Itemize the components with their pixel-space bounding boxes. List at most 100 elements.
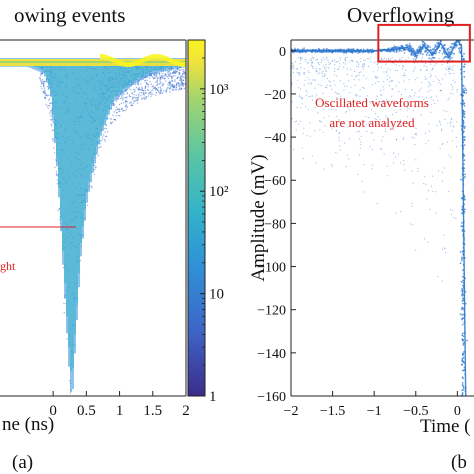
scatter-point bbox=[409, 223, 412, 225]
scatter-point bbox=[456, 91, 458, 93]
scatter-point bbox=[381, 148, 383, 150]
scatter-point bbox=[300, 67, 302, 69]
heatmap-dot bbox=[40, 80, 42, 82]
scatter-point bbox=[393, 152, 395, 154]
scatter-point bbox=[436, 95, 438, 97]
scatter-point bbox=[440, 89, 442, 91]
scatter-point bbox=[409, 95, 411, 97]
heatmap-cell bbox=[86, 61, 88, 193]
scatter-point bbox=[338, 92, 340, 94]
heatmap-dot bbox=[180, 87, 182, 89]
scatter-point bbox=[337, 60, 339, 63]
scatter-point bbox=[432, 175, 434, 177]
heatmap-cell bbox=[110, 61, 112, 63]
heatmap-dot bbox=[147, 89, 149, 91]
heatmap-dot bbox=[167, 77, 169, 80]
scatter-point bbox=[440, 124, 442, 126]
scatter-point bbox=[312, 67, 314, 69]
heatmap-dot bbox=[104, 127, 106, 130]
drop-point bbox=[463, 127, 466, 130]
heatmap-dot bbox=[178, 82, 180, 85]
scatter-point bbox=[360, 141, 362, 143]
scatter-point bbox=[425, 62, 427, 65]
scatter-point bbox=[343, 89, 345, 91]
heatmap-dot bbox=[102, 134, 105, 136]
drop-point bbox=[463, 76, 466, 78]
scatter-point bbox=[303, 72, 305, 74]
scatter-point bbox=[325, 66, 327, 68]
heatmap-dot bbox=[155, 81, 157, 83]
scatter-point bbox=[340, 95, 342, 97]
scatter-point bbox=[296, 120, 298, 122]
heatmap-cell bbox=[94, 61, 96, 156]
scatter-point bbox=[412, 182, 414, 184]
scatter-point bbox=[401, 68, 404, 70]
heatmap-cell bbox=[166, 61, 168, 63]
baseline-point bbox=[449, 49, 451, 51]
heatmap-cell bbox=[56, 61, 58, 63]
baseline-point bbox=[410, 48, 413, 50]
scatter-point bbox=[305, 58, 307, 60]
drop-point bbox=[461, 384, 464, 386]
heatmap-dot bbox=[100, 140, 102, 142]
heatmap-dot bbox=[154, 89, 157, 91]
scatter-point bbox=[355, 76, 357, 78]
scatter-point bbox=[382, 136, 384, 138]
scatter-point bbox=[344, 58, 346, 60]
drop-point bbox=[463, 102, 466, 105]
scatter-point bbox=[315, 162, 317, 164]
scatter-point bbox=[375, 98, 377, 100]
heatmap-cell bbox=[4, 61, 6, 63]
heatmap-dot bbox=[174, 75, 176, 77]
scatter-point bbox=[382, 58, 384, 61]
heatmap-dot bbox=[182, 70, 185, 73]
heatmap-dot bbox=[140, 83, 142, 85]
heatmap-cell bbox=[126, 61, 128, 87]
heatmap-dot bbox=[53, 152, 56, 154]
heatmap-dot bbox=[153, 77, 155, 80]
scatter-point bbox=[436, 125, 438, 127]
scatter-point bbox=[358, 154, 360, 156]
scatter-point bbox=[447, 122, 449, 124]
x-tick-label: −1.5 bbox=[320, 404, 345, 419]
drop-point bbox=[461, 275, 464, 278]
scatter-point bbox=[441, 78, 443, 80]
heatmap-cell bbox=[114, 58, 116, 64]
scatter-point bbox=[339, 63, 341, 65]
heatmap-cell bbox=[164, 55, 166, 61]
drop-point bbox=[461, 208, 464, 211]
scatter-point bbox=[350, 86, 352, 88]
scatter-point bbox=[343, 62, 345, 64]
scatter-point bbox=[325, 86, 327, 88]
baseline-point bbox=[343, 51, 346, 53]
heatmap-dot bbox=[140, 91, 143, 94]
heatmap-dot bbox=[41, 88, 43, 90]
baseline-point bbox=[427, 51, 429, 54]
heatmap-cell bbox=[148, 61, 150, 63]
scatter-point bbox=[383, 153, 385, 155]
heatmap-dot bbox=[141, 87, 143, 90]
scatter-point bbox=[307, 62, 309, 64]
heatmap-cell bbox=[60, 61, 62, 220]
scatter-point bbox=[432, 99, 434, 101]
heatmap-dot bbox=[142, 92, 144, 94]
heatmap-dot bbox=[43, 84, 45, 86]
heatmap-dot bbox=[175, 88, 177, 91]
scatter-point bbox=[430, 75, 432, 77]
heatmap-cell bbox=[126, 62, 128, 67]
scatter-point bbox=[303, 68, 305, 70]
heatmap-cell bbox=[92, 61, 94, 63]
scatter-point bbox=[366, 95, 368, 97]
heatmap-dot bbox=[113, 111, 115, 113]
heatmap-dot bbox=[46, 105, 48, 108]
heatmap-dot bbox=[152, 85, 154, 87]
scatter-point bbox=[439, 148, 441, 150]
heatmap-cell bbox=[86, 61, 88, 63]
scatter-point bbox=[444, 247, 446, 249]
baseline-point bbox=[417, 46, 420, 48]
scatter-point bbox=[331, 165, 334, 167]
baseline-point bbox=[458, 35, 460, 37]
heatmap-dot bbox=[43, 86, 45, 88]
scatter-point bbox=[430, 84, 432, 86]
baseline-point bbox=[456, 35, 458, 37]
